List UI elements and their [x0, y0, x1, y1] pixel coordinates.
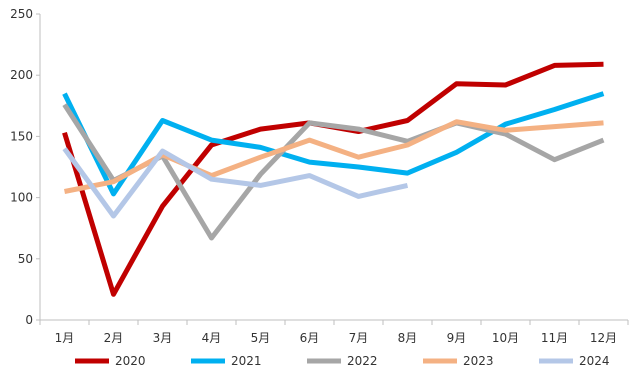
x-tick-label: 11月: [541, 331, 568, 345]
x-tick-label: 4月: [202, 331, 222, 345]
legend-item-2022: 2022: [307, 354, 378, 368]
x-tick-label: 9月: [447, 331, 467, 345]
legend-label: 2020: [115, 354, 146, 368]
x-tick-label: 7月: [349, 331, 369, 345]
y-tick-label: 200: [10, 68, 33, 82]
legend-item-2020: 2020: [75, 354, 146, 368]
legend-label: 2021: [231, 354, 262, 368]
x-tick-label: 3月: [153, 331, 173, 345]
series-line-2023: [65, 122, 604, 192]
legend-label: 2022: [347, 354, 378, 368]
x-tick-label: 6月: [300, 331, 320, 345]
y-tick-label: 0: [25, 313, 33, 327]
y-tick-label: 100: [10, 191, 33, 205]
legend-label: 2023: [463, 354, 494, 368]
legend-label: 2024: [579, 354, 610, 368]
x-tick-label: 8月: [398, 331, 418, 345]
series-layer: [65, 64, 604, 294]
x-tick-label: 12月: [590, 331, 617, 345]
x-tick-label: 5月: [251, 331, 271, 345]
y-tick-label: 150: [10, 129, 33, 143]
y-tick-label: 250: [10, 7, 33, 21]
legend-item-2023: 2023: [423, 354, 494, 368]
legend-item-2021: 2021: [191, 354, 262, 368]
x-tick-label: 1月: [55, 331, 75, 345]
x-tick-label: 2月: [104, 331, 124, 345]
y-tick-label: 50: [18, 252, 33, 266]
legend: 2020 2021 2022 2023 2024: [75, 354, 610, 368]
series-line-2020: [65, 64, 604, 294]
x-tick-label: 10月: [492, 331, 519, 345]
legend-item-2024: 2024: [539, 354, 610, 368]
